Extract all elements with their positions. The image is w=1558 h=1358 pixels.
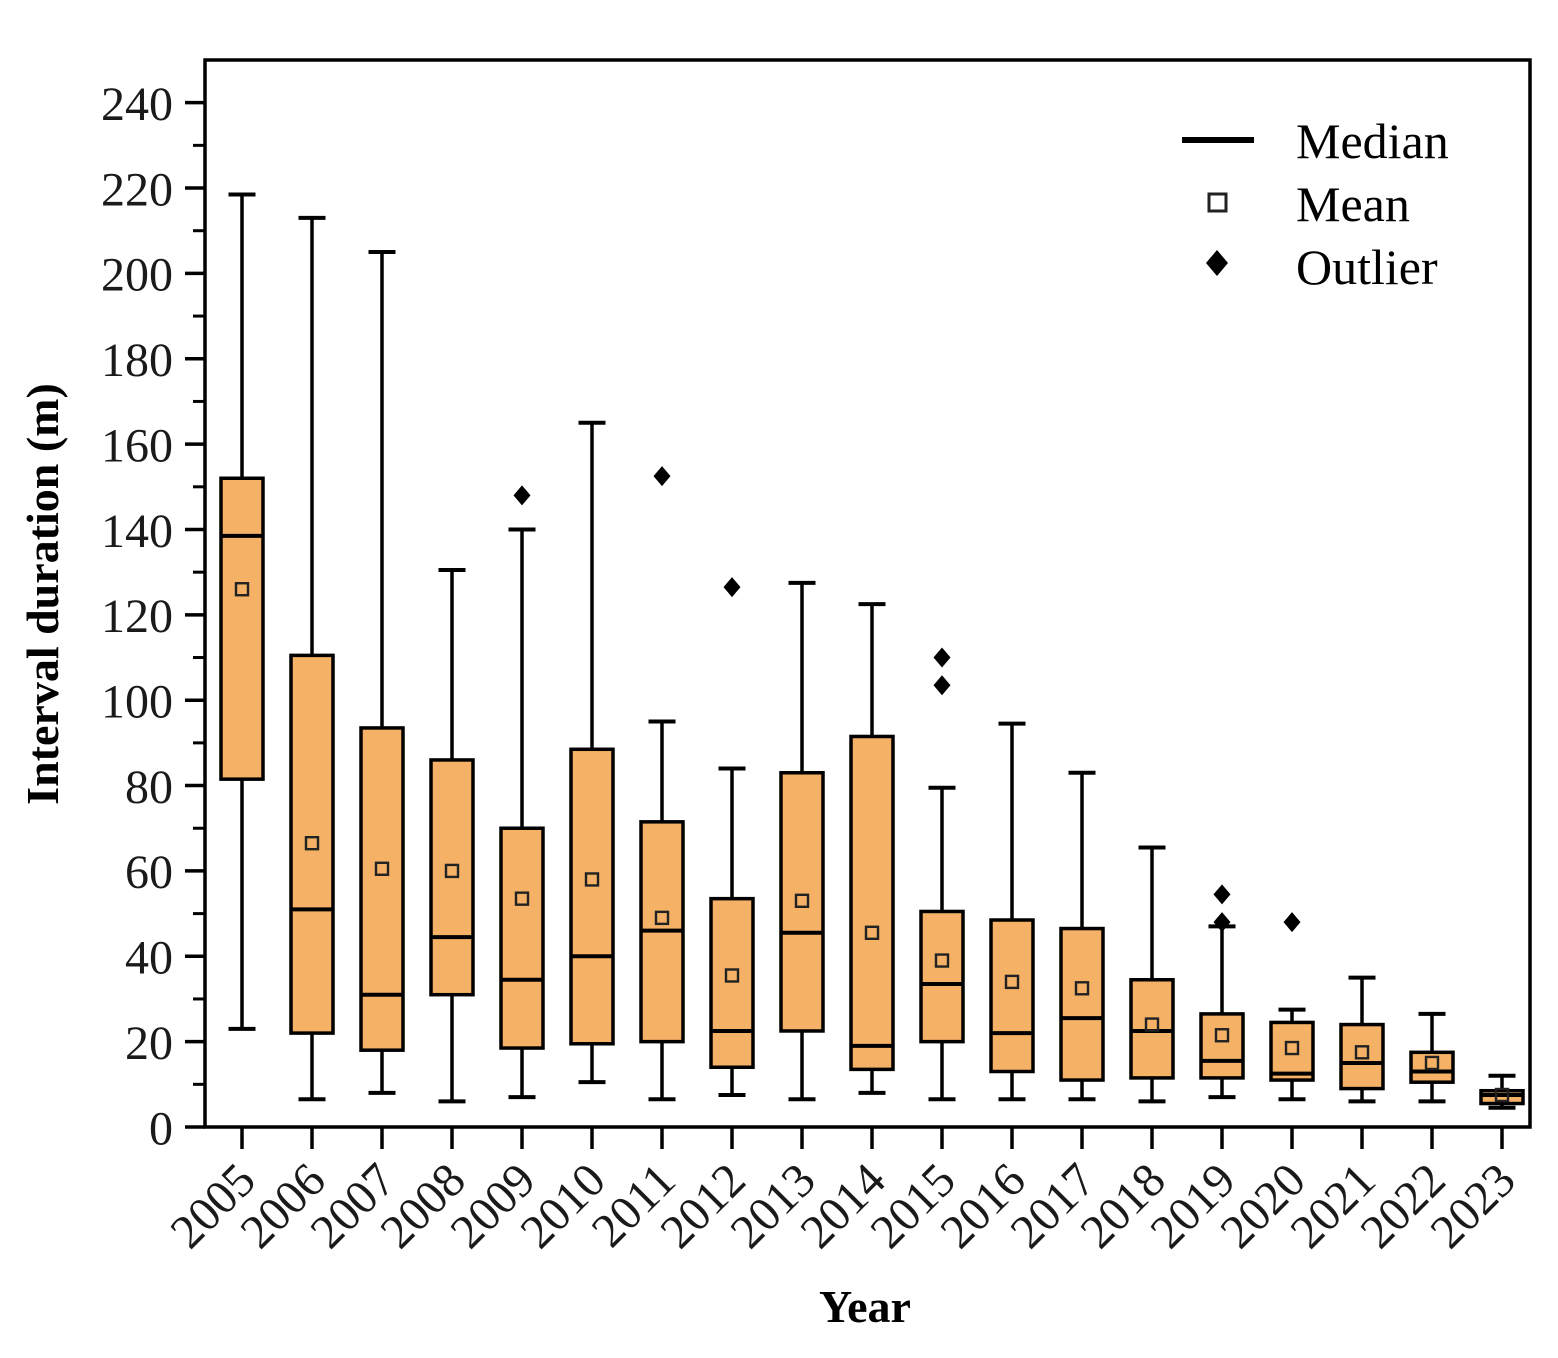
mean-marker xyxy=(724,968,740,983)
box-group-2018 xyxy=(1129,845,1175,1104)
mean-marker xyxy=(304,835,320,851)
mean-marker xyxy=(1074,981,1090,996)
iqr-box xyxy=(779,771,825,1033)
mean-marker xyxy=(1144,1017,1160,1032)
y-tick-label: 0 xyxy=(149,1102,173,1155)
y-tick-label: 40 xyxy=(125,932,173,985)
legend: Median Mean Outlier xyxy=(1182,113,1449,295)
plot-frame xyxy=(203,58,1532,1129)
iqr-box xyxy=(1269,1020,1315,1082)
iqr-box xyxy=(289,653,335,1035)
box-group-2010 xyxy=(569,420,615,1085)
y-tick-label: 180 xyxy=(101,334,173,387)
y-tick-label: 60 xyxy=(125,846,173,899)
iqr-box xyxy=(1059,926,1105,1082)
box-group-2015 xyxy=(919,647,965,1102)
legend-label-outlier: Outlier xyxy=(1296,239,1438,295)
iqr-box xyxy=(919,909,965,1044)
box-group-2023 xyxy=(1479,1073,1525,1110)
y-tick-label: 120 xyxy=(101,590,173,643)
y-tick-label: 240 xyxy=(101,78,173,131)
mean-marker xyxy=(1284,1040,1300,1056)
mean-marker xyxy=(1494,1087,1510,1103)
iqr-box xyxy=(1199,1012,1245,1080)
box-group-2005 xyxy=(219,192,265,1031)
mean-marker xyxy=(654,910,670,926)
outlier-marker xyxy=(933,675,951,696)
box-group-2022 xyxy=(1409,1011,1455,1104)
outlier-marker xyxy=(653,466,671,487)
box-group-2021 xyxy=(1339,975,1385,1104)
box-group-2009 xyxy=(499,485,545,1100)
mean-marker xyxy=(1424,1055,1440,1071)
mean-marker xyxy=(444,863,460,879)
y-tick-label: 20 xyxy=(125,1017,173,1070)
box-group-2011 xyxy=(639,466,685,1102)
y-axis-title: Interval duration (m) xyxy=(17,383,68,805)
mean-marker xyxy=(1214,1028,1230,1043)
box-group-2006 xyxy=(289,215,335,1102)
outlier-marker xyxy=(1213,912,1231,933)
outlier-marker xyxy=(1283,912,1301,933)
mean-marker xyxy=(584,872,600,887)
x-axis-title: Year xyxy=(819,1281,911,1332)
box-group-2014 xyxy=(849,602,895,1095)
box-group-2017 xyxy=(1059,770,1105,1102)
x-tick-label: 2023 xyxy=(1420,1153,1525,1258)
outlier-marker xyxy=(513,485,531,506)
y-tick-label: 200 xyxy=(101,249,173,302)
box-group-2007 xyxy=(359,250,405,1095)
iqr-box xyxy=(1339,1022,1385,1091)
mean-square-icon xyxy=(1207,192,1228,213)
y-tick-label: 80 xyxy=(125,761,173,814)
legend-item-median: Median xyxy=(1182,113,1449,169)
iqr-box xyxy=(709,896,755,1069)
iqr-box xyxy=(989,918,1035,1074)
y-tick-label: 100 xyxy=(101,675,173,728)
box-group-2016 xyxy=(989,721,1035,1102)
mean-marker xyxy=(1354,1045,1370,1060)
box-group-2020 xyxy=(1269,912,1315,1102)
mean-marker xyxy=(374,861,390,876)
box-group-2019 xyxy=(1199,884,1245,1100)
legend-label-median: Median xyxy=(1296,113,1449,169)
mean-marker xyxy=(934,953,950,968)
y-tick-label: 140 xyxy=(101,505,173,558)
legend-label-mean: Mean xyxy=(1296,176,1410,232)
mean-marker xyxy=(794,893,810,908)
iqr-box xyxy=(569,747,615,1046)
mean-marker xyxy=(234,582,250,597)
iqr-box xyxy=(359,726,405,1052)
legend-item-outlier: Outlier xyxy=(1206,239,1438,295)
mean-marker xyxy=(1004,974,1020,990)
mean-marker xyxy=(514,891,530,906)
box-group-2012 xyxy=(709,577,755,1097)
plot-frame-layer xyxy=(203,58,1532,1129)
outlier-marker xyxy=(723,577,741,598)
box-group-2013 xyxy=(779,580,825,1102)
mean-marker xyxy=(864,925,880,941)
outlier-marker xyxy=(1213,884,1231,905)
iqr-box xyxy=(849,734,895,1072)
iqr-box xyxy=(499,826,545,1050)
iqr-box xyxy=(1129,978,1175,1080)
outlier-marker xyxy=(933,647,951,668)
box-series-layer xyxy=(219,192,1525,1110)
y-tick-label: 160 xyxy=(101,419,173,472)
y-tick-label: 220 xyxy=(101,163,173,216)
iqr-box xyxy=(219,476,265,781)
legend-item-mean: Mean xyxy=(1207,176,1410,232)
outlier-diamond-icon xyxy=(1206,250,1228,276)
box-group-2008 xyxy=(429,568,475,1104)
